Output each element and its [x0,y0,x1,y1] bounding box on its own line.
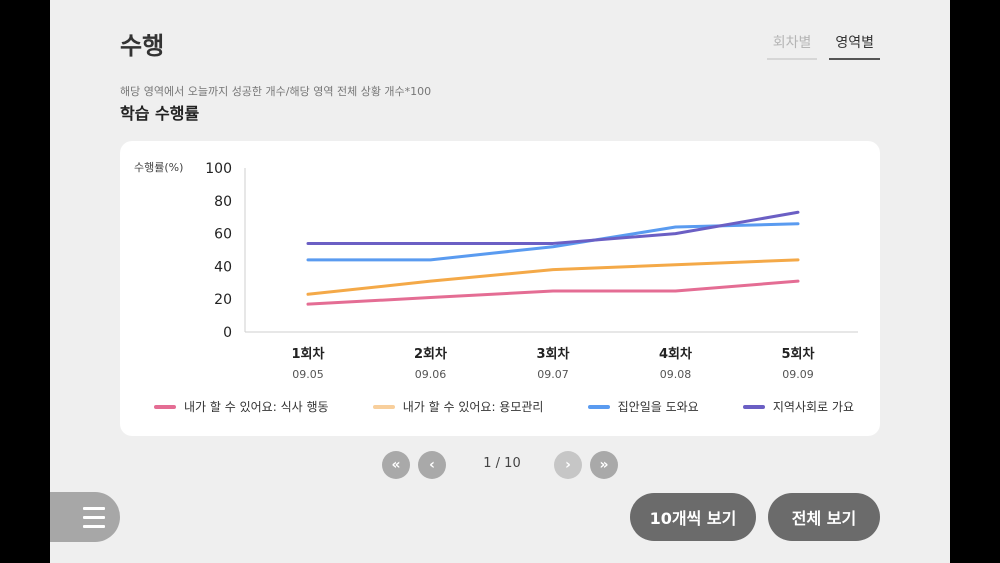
legend-item: 내가 할 수 있어요: 식사 행동 [154,398,329,415]
legend-label: 지역사회로 가요 [772,400,854,414]
x-tick-label: 4회차 [659,346,692,362]
y-axis-label: 수행률(%) [134,161,183,174]
legend-label: 내가 할 수 있어요: 용모관리 [402,400,544,414]
legend-swatch [742,404,765,409]
menu-button[interactable] [50,492,120,542]
view-tabs: 회차별 영역별 [766,32,880,60]
pagination: « ‹ 1 / 10 › » [382,451,622,479]
chart-card: 수행률(%) 0 20 40 60 80 100 1회차 09.05 2회차 09.06 3회차 09.… [120,141,880,436]
chevron-right-icon: › [565,457,571,473]
show-all-button[interactable]: 전체 보기 [768,493,880,541]
section-title: 학습 수행률 [120,104,200,123]
x-tick-date: 09.08 [660,368,692,381]
screen: 수행 회차별 영역별 해당 영역에서 오늘까지 성공한 개수/해당 영역 전체 … [50,0,950,563]
legend-item: 집안일을 도와요 [587,398,699,415]
legend-swatch [587,404,610,409]
x-tick-label: 5회차 [782,346,815,362]
x-tick-date: 09.05 [292,368,324,381]
line-chart: 수행률(%) 0 20 40 60 80 100 1회차 09.05 2회차 09.06 3회차 09.… [134,161,858,381]
first-page-button[interactable]: « [382,451,410,479]
x-tick-date: 09.09 [782,368,814,381]
y-tick-label: 100 [205,161,232,177]
series-line-1 [306,279,800,306]
last-page-button[interactable]: » [590,451,618,479]
y-tick-label: 60 [214,227,232,243]
x-tick-date: 09.06 [415,368,447,381]
tab-by-session[interactable]: 회차별 [766,32,818,60]
series-line-3 [306,222,800,262]
legend-swatch [372,404,395,409]
page-title: 수행 [120,32,165,60]
hamburger-menu-icon-line [83,524,105,528]
x-tick-label: 1회차 [292,346,325,362]
y-tick-label: 40 [214,259,232,275]
series-line-4 [306,210,800,245]
series-line-2 [306,258,800,296]
legend-swatch [154,404,176,409]
tab-by-area[interactable]: 영역별 [829,32,880,60]
chevron-left-icon: ‹ [429,457,435,473]
chart-legend: 내가 할 수 있어요: 식사 행동 내가 할 수 있어요: 용모관리 집안일을 도와… [154,398,854,415]
x-tick-label: 2회차 [414,346,447,362]
hamburger-menu-icon [83,506,105,510]
legend-item: 지역사회로 가요 [742,398,854,415]
x-tick-label: 3회차 [537,346,570,362]
legend-item: 내가 할 수 있어요: 용모관리 [372,398,544,415]
y-tick-label: 0 [223,325,232,341]
y-tick-label: 80 [214,194,232,210]
y-tick-label: 20 [214,292,232,308]
legend-label: 집안일을 도와요 [617,400,699,414]
page-indicator: 1 / 10 [483,456,521,471]
next-page-button[interactable]: › [554,451,582,479]
legend-label: 내가 할 수 있어요: 식사 행동 [184,400,329,414]
double-chevron-left-icon: « [391,457,401,473]
double-chevron-right-icon: » [599,457,609,473]
x-tick-date: 09.07 [537,368,569,381]
prev-page-button[interactable]: ‹ [418,451,446,479]
show-10-button[interactable]: 10개씩 보기 [630,493,756,541]
formula-description: 해당 영역에서 오늘까지 성공한 개수/해당 영역 전체 상황 개수*100 [120,85,432,98]
hamburger-menu-icon-line [83,515,105,519]
